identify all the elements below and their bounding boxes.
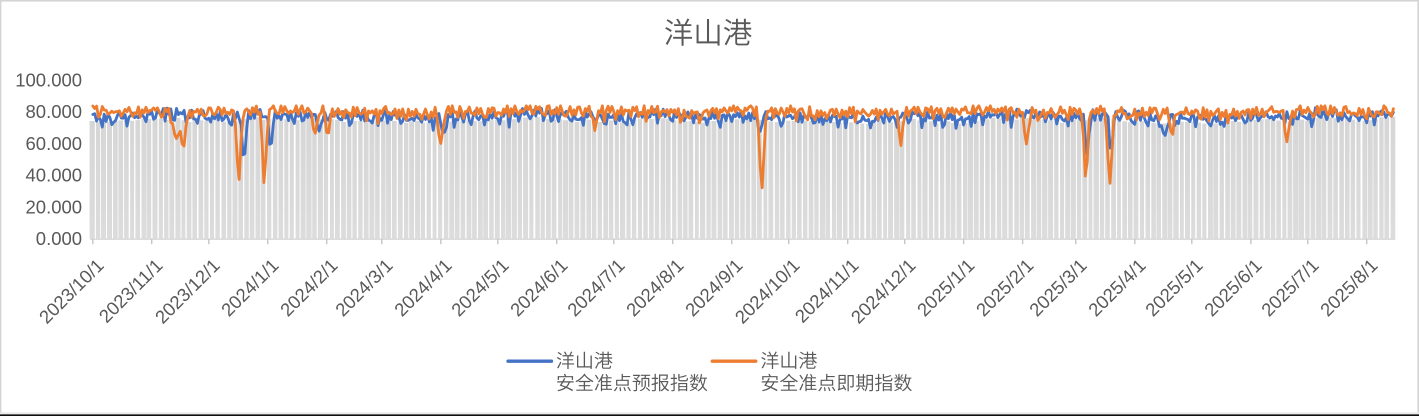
svg-text:60.000: 60.000 (26, 133, 83, 154)
svg-text:20.000: 20.000 (26, 196, 83, 217)
svg-text:0.000: 0.000 (36, 228, 82, 249)
svg-text:100.000: 100.000 (15, 69, 82, 90)
svg-text:40.000: 40.000 (26, 165, 83, 186)
svg-text:80.000: 80.000 (26, 101, 83, 122)
